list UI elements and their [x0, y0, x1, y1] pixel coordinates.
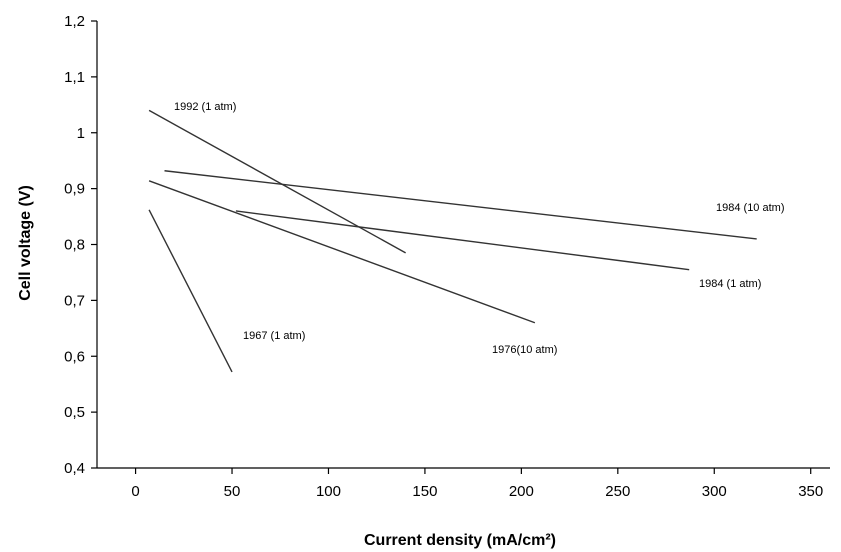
y-tick-label: 1,1	[64, 69, 85, 86]
series-group: 1992 (1 atm) 1984 (10 atm) 1984 (1 atm) 197…	[148, 101, 784, 373]
x-tick-label: 50	[224, 483, 241, 500]
y-tick-label: 1	[77, 125, 85, 142]
series-label: 1992 (1 atm)	[174, 101, 236, 113]
series-label: 1976(10 atm)	[492, 344, 557, 356]
series-label: 1984 (1 atm)	[699, 278, 761, 290]
y-tick-label: 0,6	[64, 348, 85, 365]
axes: 0,4 0,5 0,6 0,7 0,8 0,9 1 1,1 1,2 0 50 100 150 200 250…	[64, 13, 830, 500]
y-tick-label: 0,5	[64, 404, 85, 421]
x-axis-label: Current density (mA/cm²)	[364, 532, 556, 549]
x-tick-label: 200	[509, 483, 534, 500]
x-tick-label: 300	[702, 483, 727, 500]
x-tick-label: 150	[412, 483, 437, 500]
y-tick-label: 0,4	[64, 460, 85, 477]
x-tick-label: 350	[798, 483, 823, 500]
x-tick-label: 0	[131, 483, 139, 500]
x-tick-label: 100	[316, 483, 341, 500]
y-tick-label: 0,7	[64, 292, 85, 309]
x-tick-label: 250	[605, 483, 630, 500]
series-line	[148, 209, 233, 373]
series-line	[148, 109, 406, 254]
series-label: 1967 (1 atm)	[243, 330, 305, 342]
series-line	[235, 210, 690, 271]
series-label: 1984 (10 atm)	[716, 202, 784, 214]
y-tick-label: 1,2	[64, 13, 85, 30]
series-line	[148, 180, 536, 324]
series-line	[164, 170, 757, 240]
y-tick-label: 0,9	[64, 181, 85, 198]
y-tick-label: 0,8	[64, 237, 85, 254]
y-axis-label: Cell voltage (V)	[17, 185, 34, 301]
